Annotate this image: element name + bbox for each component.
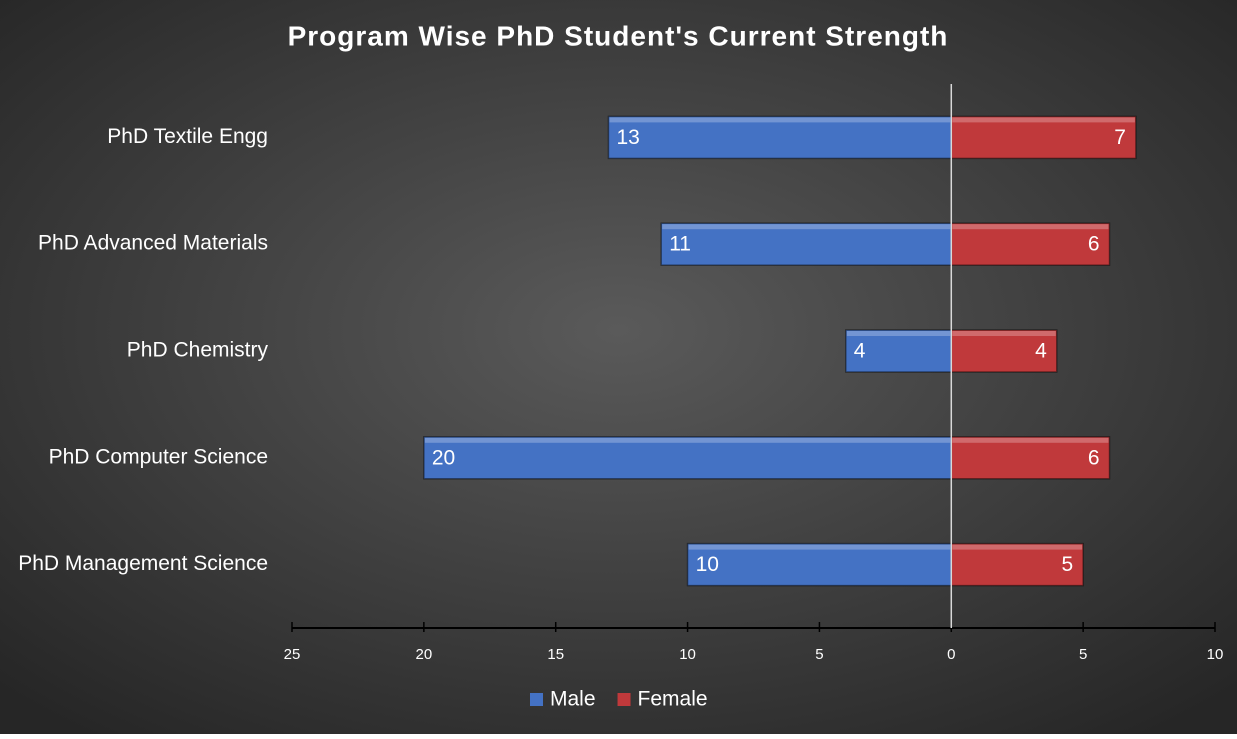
bar-highlight <box>609 117 951 123</box>
x-tick-label: 10 <box>679 646 696 663</box>
bar <box>607 115 953 160</box>
bar <box>950 115 1137 160</box>
data-label: 5 <box>1061 553 1073 576</box>
data-label: 11 <box>669 233 691 256</box>
data-label: 4 <box>854 340 866 363</box>
x-tick-label: 10 <box>1207 646 1224 663</box>
data-label: 6 <box>1088 233 1100 256</box>
data-label: 13 <box>616 126 639 149</box>
x-tick-label: 5 <box>815 646 823 663</box>
bar-highlight <box>662 224 951 230</box>
bar <box>423 436 953 480</box>
bar <box>950 542 1084 587</box>
y-tick-label: PhD Textile Engg <box>107 125 268 148</box>
x-tick-label: 20 <box>416 646 433 663</box>
x-tick-label: 25 <box>284 646 301 663</box>
y-tick-label: PhD Computer Science <box>49 445 268 468</box>
legend-label: Male <box>550 688 596 711</box>
data-label: 4 <box>1035 340 1047 363</box>
bar-highlight <box>688 544 951 550</box>
chart-title: Program Wise PhD Student's Current Stren… <box>288 20 949 51</box>
y-tick-label: PhD Advanced Materials <box>38 232 268 255</box>
data-label: 6 <box>1088 446 1100 469</box>
bar-highlight <box>952 544 1083 550</box>
bar-highlight <box>952 331 1056 336</box>
bar-highlight <box>424 437 951 443</box>
bar <box>845 329 953 373</box>
legend-label: Female <box>638 688 708 711</box>
data-label: 7 <box>1114 126 1126 149</box>
bar <box>686 542 953 587</box>
bar-highlight <box>846 331 951 336</box>
x-tick-label: 15 <box>547 646 564 663</box>
bar-highlight <box>952 117 1135 123</box>
x-tick-label: 0 <box>947 646 955 663</box>
data-label: 10 <box>696 553 719 576</box>
y-tick-label: PhD Management Science <box>18 552 268 575</box>
y-tick-label: PhD Chemistry <box>127 339 269 362</box>
bar <box>950 329 1058 373</box>
legend-swatch <box>530 693 543 706</box>
legend-swatch <box>617 693 631 706</box>
bar <box>660 222 953 266</box>
data-label: 20 <box>432 446 455 469</box>
x-tick-label: 5 <box>1079 646 1087 663</box>
bar-highlight <box>952 224 1109 230</box>
bar <box>950 222 1111 266</box>
bar <box>950 436 1111 480</box>
bar-highlight <box>952 437 1109 443</box>
